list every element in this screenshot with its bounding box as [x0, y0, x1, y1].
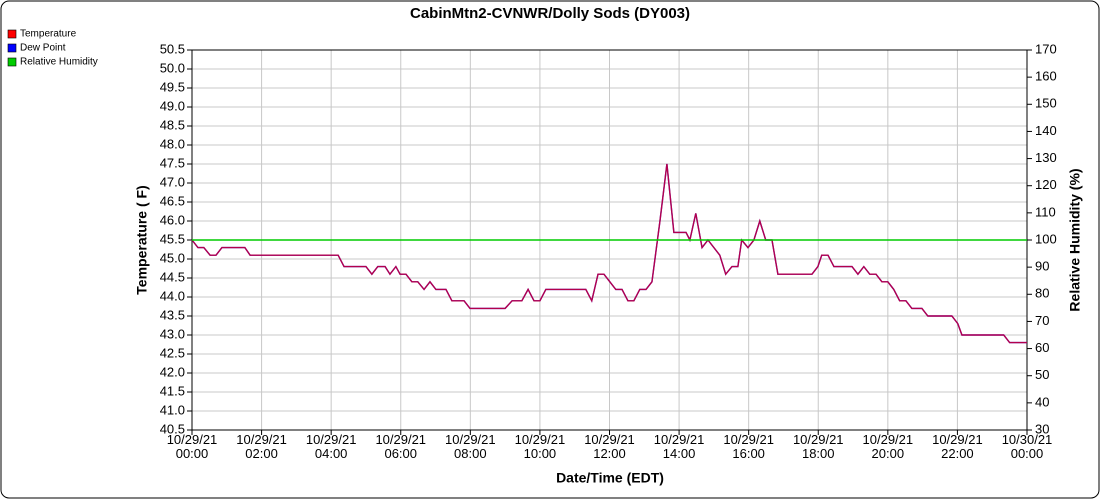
- x-tick-label: 10/29/21 20:00: [862, 432, 914, 461]
- y-tick-label: 40.5: [160, 421, 185, 436]
- y2-tick-label: 170: [1035, 41, 1057, 56]
- y2-axis-label: Relative Humidity (%): [1067, 168, 1083, 311]
- y2-tick-label: 120: [1035, 177, 1057, 192]
- y2-tick-label: 140: [1035, 123, 1057, 138]
- y-tick-label: 42.5: [160, 345, 185, 360]
- series-line: [191, 163, 1027, 344]
- y-tick-label: 49.0: [160, 98, 185, 113]
- y-tick-label: 41.5: [160, 383, 185, 398]
- y-tick-label: 50.0: [160, 60, 185, 75]
- y-axis-label: Temperature ( F): [134, 185, 150, 294]
- x-tick-label: 10/29/21 14:00: [653, 432, 705, 461]
- y-tick-label: 47.5: [160, 155, 185, 170]
- y-tick-label: 47.0: [160, 174, 185, 189]
- legend-swatch: [7, 43, 17, 53]
- y2-tick-label: 90: [1035, 259, 1049, 274]
- y2-tick-label: 110: [1035, 204, 1056, 219]
- y-tick-label: 46.0: [160, 212, 185, 227]
- y2-tick-label: 160: [1035, 69, 1057, 84]
- y-tick-label: 49.5: [160, 79, 185, 94]
- y-tick-label: 43.5: [160, 307, 185, 322]
- x-tick-label: 10/29/21 18:00: [792, 432, 844, 461]
- x-tick-label: 10/30/21 00:00: [1001, 432, 1053, 461]
- chart-title: CabinMtn2-CVNWR/Dolly Sods (DY003): [410, 5, 690, 22]
- y2-tick-label: 130: [1035, 150, 1057, 165]
- y-tick-label: 48.0: [160, 136, 185, 151]
- x-tick-label: 10/29/21 16:00: [723, 432, 774, 461]
- y2-tick-label: 60: [1035, 340, 1049, 355]
- x-axis-label: Date/Time (EDT): [556, 470, 664, 486]
- x-tick-label: 10/29/21 08:00: [445, 432, 496, 461]
- x-tick-label: 10/29/21 04:00: [305, 432, 357, 461]
- y2-tick-label: 30: [1035, 421, 1049, 436]
- y-tick-label: 45.5: [160, 231, 185, 246]
- y-tick-label: 48.5: [160, 117, 185, 132]
- y-tick-label: 46.5: [160, 193, 185, 208]
- x-tick-label: 10/29/21 06:00: [375, 432, 427, 461]
- y2-tick-label: 100: [1035, 231, 1057, 246]
- y2-tick-label: 70: [1035, 313, 1049, 328]
- y-tick-label: 44.5: [160, 269, 185, 284]
- y-tick-label: 50.5: [160, 41, 185, 56]
- x-tick-label: 10/29/21 22:00: [932, 432, 983, 461]
- y2-tick-label: 80: [1035, 286, 1049, 301]
- y-tick-label: 41.0: [160, 402, 185, 417]
- y2-tick-label: 50: [1035, 367, 1049, 382]
- legend-label: Relative Humidity: [20, 57, 98, 68]
- legend-label: Dew Point: [20, 43, 66, 54]
- legend-label: Temperature: [20, 29, 77, 40]
- x-tick-label: 10/29/21 02:00: [236, 432, 287, 461]
- y2-tick-label: 150: [1035, 96, 1057, 111]
- y2-tick-label: 40: [1035, 394, 1049, 409]
- y-tick-label: 42.0: [160, 364, 185, 379]
- legend-swatch: [7, 57, 17, 67]
- x-tick-label: 10/29/21 10:00: [514, 432, 566, 461]
- y-tick-label: 45.0: [160, 250, 185, 265]
- y-tick-label: 44.0: [160, 288, 185, 303]
- legend-swatch: [7, 29, 17, 39]
- x-tick-label: 10/29/21 00:00: [166, 432, 218, 461]
- x-tick-label: 10/29/21 12:00: [584, 432, 635, 461]
- y-tick-label: 43.0: [160, 326, 185, 341]
